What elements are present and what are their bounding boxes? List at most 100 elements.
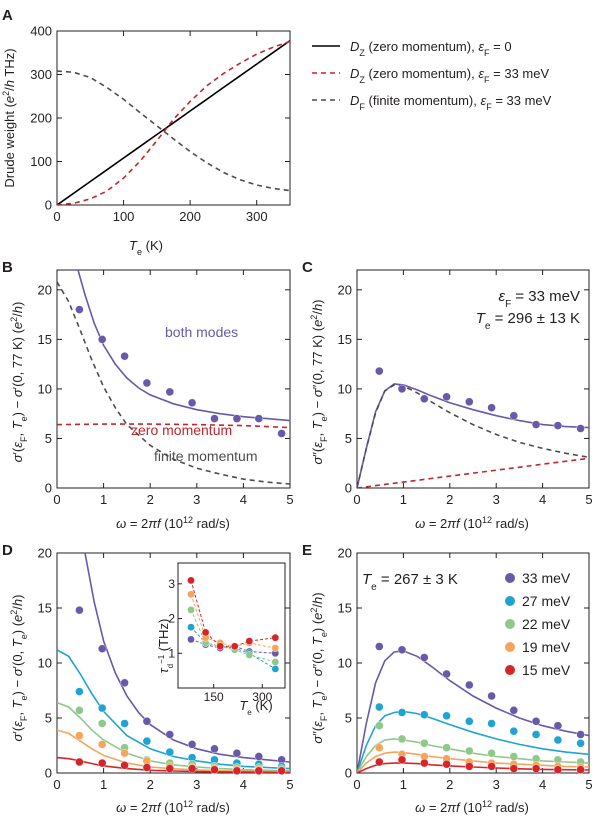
data-point-33-mev xyxy=(232,749,242,758)
x-tick-label: 5 xyxy=(585,777,592,792)
panel-a-frame xyxy=(56,30,291,206)
inset-point-15-mev xyxy=(230,642,239,651)
inset-point-15-mev xyxy=(216,642,224,651)
x-tick-label: 1 xyxy=(400,777,407,792)
series-line-finite-momentum xyxy=(357,384,589,488)
y-tick-label: 10 xyxy=(338,381,352,396)
y-tick-label: 400 xyxy=(30,24,52,39)
panel-d-xlabel: ω = 2πf (1012 rad/s) xyxy=(116,799,230,815)
data-point-27-mev xyxy=(442,711,451,720)
panel-e-ylabel: σ″(εF, Te) − σ″(0, Te) (e2/h) xyxy=(309,592,329,743)
panel-a-ylabel: Drude weight (e2/h THz) xyxy=(1,48,17,187)
data-point-33-mev xyxy=(553,721,563,730)
y-tick-label: 15 xyxy=(38,601,52,616)
data-point xyxy=(232,414,242,423)
data-point xyxy=(442,392,451,401)
data-point-15-mev xyxy=(375,757,384,767)
inset-point-15-mev xyxy=(271,633,280,642)
data-point xyxy=(487,403,496,412)
data-point-15-mev xyxy=(509,764,518,773)
inset-point-27-mev xyxy=(187,623,195,632)
x-tick-label: 3 xyxy=(493,492,500,507)
data-point-15-mev xyxy=(120,761,129,770)
y-tick-label: 0 xyxy=(45,198,52,213)
panel-e-legend: 33 meV 27 meV 22 meV 19 meV 15 meV xyxy=(505,570,571,678)
panel-b-frame xyxy=(56,269,291,489)
data-point-33-mev xyxy=(509,706,518,715)
data-point-15-mev xyxy=(75,757,84,767)
y-tick-label: 5 xyxy=(345,711,352,726)
x-tick-label: 2 xyxy=(147,777,154,792)
x-tick-label: 2 xyxy=(446,492,453,507)
annotation-zero-momentum: zero momentum xyxy=(131,422,232,438)
panel-d-ylabel: σ′(εF, Te) − σ′(0, Te) (e2/h) xyxy=(9,595,29,742)
data-point-27-mev xyxy=(75,687,84,696)
x-tick-label: 3 xyxy=(193,777,200,792)
inset-point-22-mev xyxy=(245,651,254,659)
panel-c-ylabel: σ″(εF, Te) − σ″(0, 77 K) (e2/h) xyxy=(309,299,329,464)
y-tick-label: 15 xyxy=(38,332,52,347)
panel-e: E 0 1 2 3 4 5 0 5 10 15 20 σ″(εF, Te) − σ″(0, Te) … xyxy=(302,542,593,815)
legend-label-dz-ef33: DZ (zero momentum), εF = 33 meV xyxy=(350,66,549,85)
series-line-d-f-finite-momentum-f-33-mev xyxy=(57,70,290,192)
data-point-27-mev xyxy=(397,708,407,717)
data-point-33-mev xyxy=(142,717,152,726)
y-tick-label: 20 xyxy=(338,282,352,297)
panel-d-label: D xyxy=(2,542,13,559)
data-point-19-mev xyxy=(375,743,384,752)
data-point-33-mev xyxy=(420,653,429,662)
legend-marker-27-mev xyxy=(505,596,515,606)
data-point xyxy=(120,352,129,361)
panel-a: A 0 100 200 300 0 100 200 300 400 Drude weight (… xyxy=(1,7,552,257)
data-point-33-mev xyxy=(254,752,263,761)
data-point-22-mev xyxy=(509,752,518,761)
inset-line-15-mev xyxy=(190,580,276,647)
data-point-15-mev xyxy=(232,766,242,775)
data-point-27-mev xyxy=(142,736,152,746)
y-tick-label: 10 xyxy=(38,381,52,396)
x-tick-label: 2 xyxy=(446,777,453,792)
legend-label-15-mev: 15 meV xyxy=(522,662,571,678)
series-line-27-mev xyxy=(57,649,290,770)
panel-b-ylabel: σ′(εF, Te) − σ′(0, 77 K) (e2/h) xyxy=(9,302,29,463)
y-tick-label: 10 xyxy=(338,656,352,671)
data-point xyxy=(210,414,219,423)
x-tick-label: 4 xyxy=(539,777,546,792)
data-point-22-mev xyxy=(75,706,84,715)
x-tick-label: 0 xyxy=(353,777,360,792)
x-tick-label: 4 xyxy=(539,492,546,507)
x-tick-label: 0 xyxy=(53,777,60,792)
data-point-15-mev xyxy=(420,758,429,768)
series-line-33-mev xyxy=(84,553,290,763)
data-point-22-mev xyxy=(442,743,451,752)
data-point xyxy=(277,429,286,438)
legend-label-df-ef33: DF (finite momentum), εF = 33 meV xyxy=(350,93,552,112)
x-tick-label: 1 xyxy=(100,777,107,792)
panel-a-legend: DZ (zero momentum), εF = 0 DZ (zero mome… xyxy=(312,39,552,112)
data-point xyxy=(397,384,407,394)
data-point-15-mev xyxy=(97,758,107,768)
data-point-27-mev xyxy=(531,730,541,739)
data-point-15-mev xyxy=(210,765,219,774)
data-point-15-mev xyxy=(165,764,175,773)
data-point-22-mev xyxy=(375,721,384,730)
data-point xyxy=(375,366,384,376)
data-point xyxy=(97,335,107,344)
inset-point-15-mev xyxy=(201,628,210,637)
inset-point-27-mev xyxy=(271,665,280,673)
data-point-15-mev xyxy=(531,764,541,773)
data-point-22-mev xyxy=(97,719,107,728)
inset-point-22-mev xyxy=(271,658,280,666)
y-tick-label: 5 xyxy=(45,711,52,726)
panel-b-label: B xyxy=(2,259,13,276)
y-tick-label: 0 xyxy=(45,766,52,781)
data-point-15-mev xyxy=(254,766,263,775)
y-tick-label: 20 xyxy=(338,546,352,561)
inset-point-15-mev xyxy=(245,637,254,645)
series-line-finite-momentum xyxy=(57,281,290,485)
data-point-27-mev xyxy=(553,735,563,745)
data-point-33-mev xyxy=(397,645,407,654)
x-tick-label: 0 xyxy=(353,492,360,507)
y-tick-label: 20 xyxy=(38,546,52,561)
data-point xyxy=(531,420,541,429)
